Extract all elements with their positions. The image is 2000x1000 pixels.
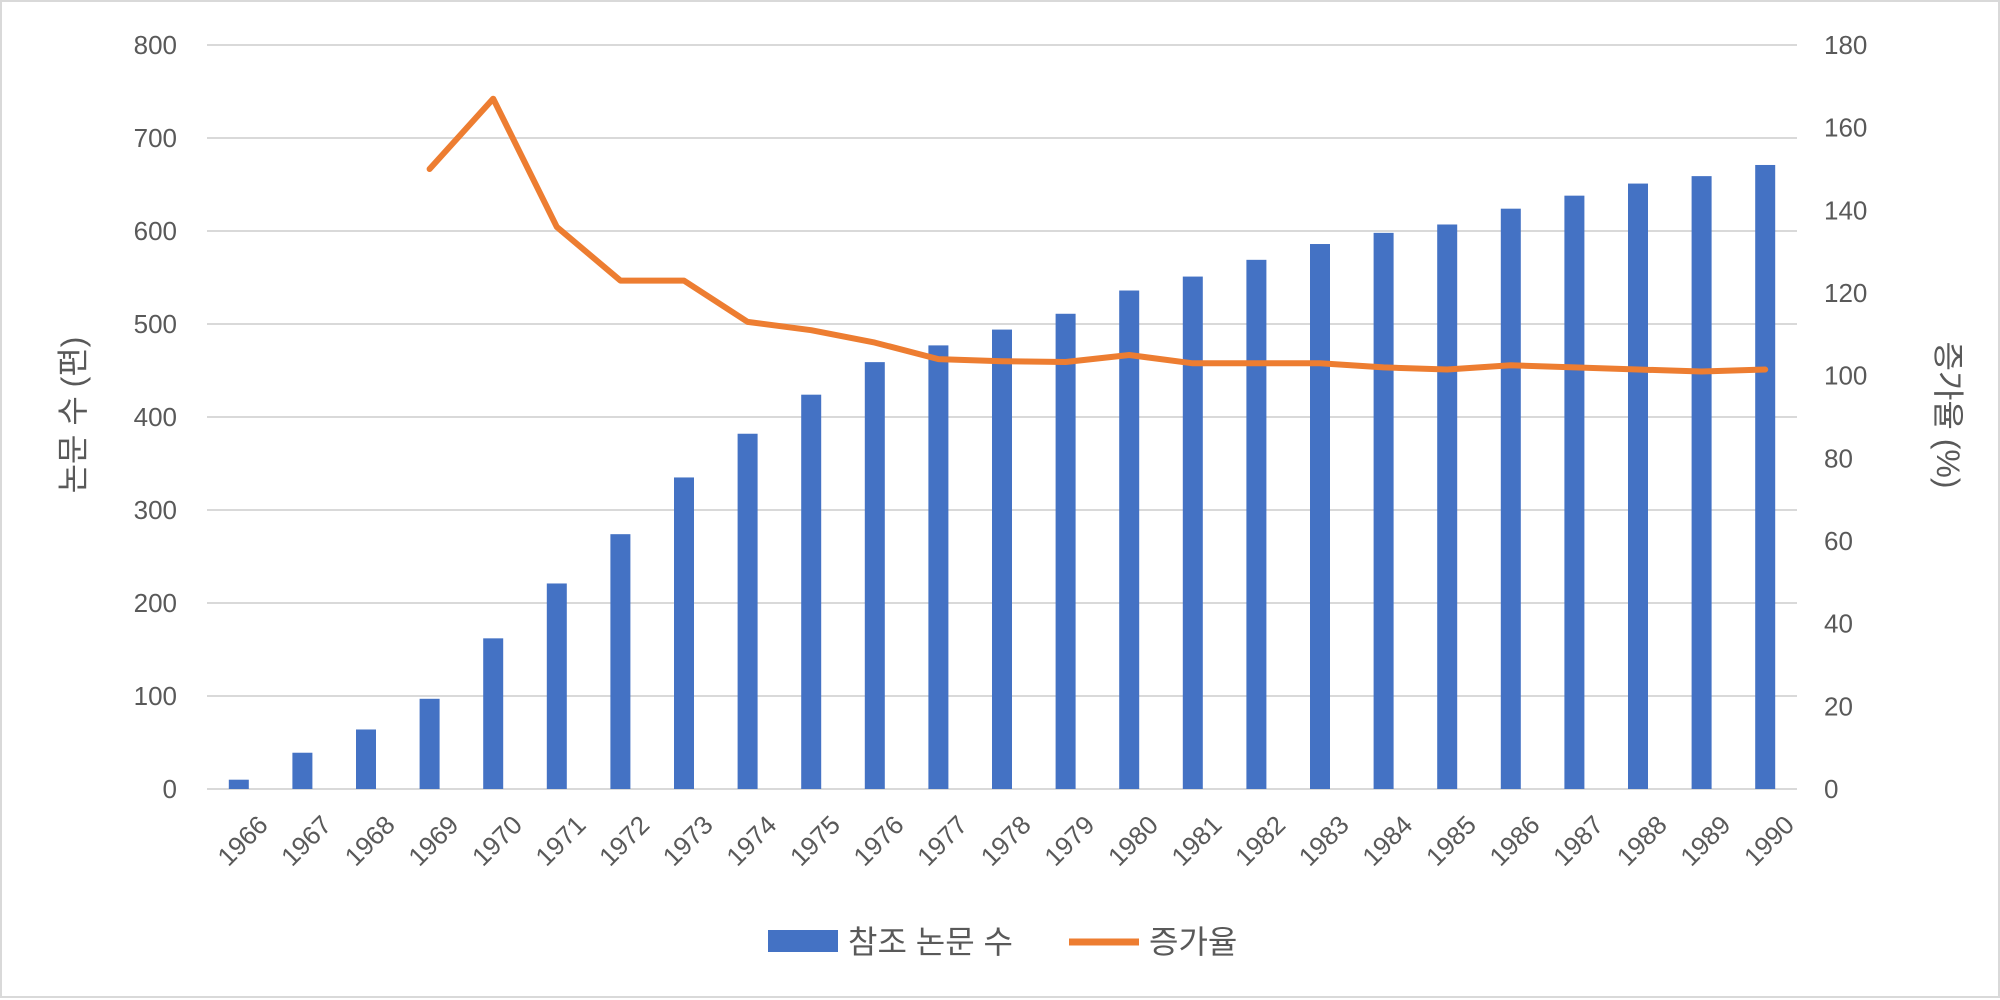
bar-1984 <box>1373 232 1394 790</box>
legend-label-line: 증가율 <box>1149 924 1237 960</box>
x-tick-label: 1980 <box>1102 810 1164 872</box>
right-tick-label: 140 <box>1824 195 1867 225</box>
bar-1976 <box>864 362 885 789</box>
legend-swatch-bar <box>768 930 838 952</box>
bar-1987 <box>1564 195 1585 789</box>
bar-1977 <box>928 345 949 789</box>
x-tick-label: 1969 <box>402 810 464 872</box>
x-tick-label: 1967 <box>275 810 337 872</box>
bar-1985 <box>1437 224 1458 790</box>
bar-1983 <box>1310 244 1330 789</box>
bar-1971 <box>546 583 567 789</box>
right-tick-label: 0 <box>1824 774 1838 804</box>
x-tick-label: 1977 <box>911 810 973 872</box>
bar-1982 <box>1246 259 1267 790</box>
right-tick-label: 180 <box>1824 30 1867 60</box>
bar-1973 <box>674 477 694 789</box>
growth-rate-line <box>426 95 1769 375</box>
bar-1989 <box>1691 176 1712 789</box>
x-tick-label: 1979 <box>1038 810 1100 872</box>
x-tick-label: 1978 <box>975 810 1037 872</box>
left-tick-label: 200 <box>134 588 177 618</box>
x-axis-ticks: 1966 1967 1968 1969 1970 1971 1972 1973 1974 1975… <box>211 810 1800 872</box>
x-tick-label: 1984 <box>1356 810 1418 872</box>
legend-label-bar: 참조 논문 수 <box>848 924 1013 960</box>
left-tick-label: 400 <box>134 402 177 432</box>
bar-1970 <box>483 638 504 789</box>
right-tick-label: 60 <box>1824 526 1853 556</box>
bar-1986 <box>1500 208 1521 789</box>
x-tick-label: 1974 <box>720 810 782 872</box>
right-axis-ticks: 0 20 40 60 80 100 120 140 160 180 <box>1824 30 1867 804</box>
left-tick-label: 100 <box>134 681 177 711</box>
right-tick-label: 100 <box>1824 361 1867 391</box>
left-tick-label: 700 <box>134 123 177 153</box>
legend: 참조 논문 수 증가율 <box>768 924 1237 960</box>
right-axis-title: 증가율 (%) <box>1930 342 1966 489</box>
left-axis-title: 논문 수 (편) <box>55 337 91 494</box>
x-tick-label: 1976 <box>847 810 909 872</box>
bar-series <box>228 164 1776 790</box>
bar-1978 <box>992 329 1012 789</box>
left-tick-label: 0 <box>163 774 177 804</box>
x-tick-label: 1988 <box>1611 810 1673 872</box>
x-tick-label: 1983 <box>1293 810 1355 872</box>
left-tick-label: 600 <box>134 216 177 246</box>
left-tick-label: 500 <box>134 309 177 339</box>
left-axis-ticks: 0 100 200 300 400 500 600 700 800 <box>134 30 177 804</box>
x-tick-label: 1966 <box>211 810 273 872</box>
x-tick-label: 1985 <box>1420 810 1482 872</box>
left-tick-label: 300 <box>134 495 177 525</box>
x-tick-label: 1990 <box>1738 810 1800 872</box>
right-tick-label: 40 <box>1824 609 1853 639</box>
x-tick-label: 1970 <box>466 810 528 872</box>
bar-1979 <box>1055 313 1076 789</box>
bar-1980 <box>1119 290 1140 789</box>
right-tick-label: 120 <box>1824 278 1867 308</box>
right-tick-label: 20 <box>1824 691 1853 721</box>
x-tick-label: 1973 <box>657 810 719 872</box>
right-tick-label: 160 <box>1824 113 1867 143</box>
x-tick-label: 1981 <box>1165 810 1227 872</box>
bar-1990 <box>1755 164 1776 790</box>
bar-1975 <box>801 394 822 789</box>
x-tick-label: 1968 <box>339 810 401 872</box>
bar-1966 <box>228 779 249 789</box>
bar-1972 <box>610 534 631 789</box>
bar-1988 <box>1628 183 1648 789</box>
x-tick-label: 1982 <box>1229 810 1291 872</box>
left-tick-label: 800 <box>134 30 177 60</box>
x-tick-label: 1987 <box>1547 810 1609 872</box>
x-tick-label: 1975 <box>784 810 846 872</box>
line-series <box>426 95 1769 375</box>
x-tick-label: 1986 <box>1483 810 1545 872</box>
x-tick-label: 1971 <box>529 810 591 872</box>
bar-1981 <box>1182 276 1203 789</box>
x-tick-label: 1972 <box>593 810 655 872</box>
bar-1967 <box>292 752 313 789</box>
bar-1974 <box>737 433 758 789</box>
x-tick-label: 1989 <box>1674 810 1736 872</box>
bar-1969 <box>419 698 440 789</box>
right-tick-label: 80 <box>1824 443 1853 473</box>
bar-1968 <box>356 729 376 789</box>
